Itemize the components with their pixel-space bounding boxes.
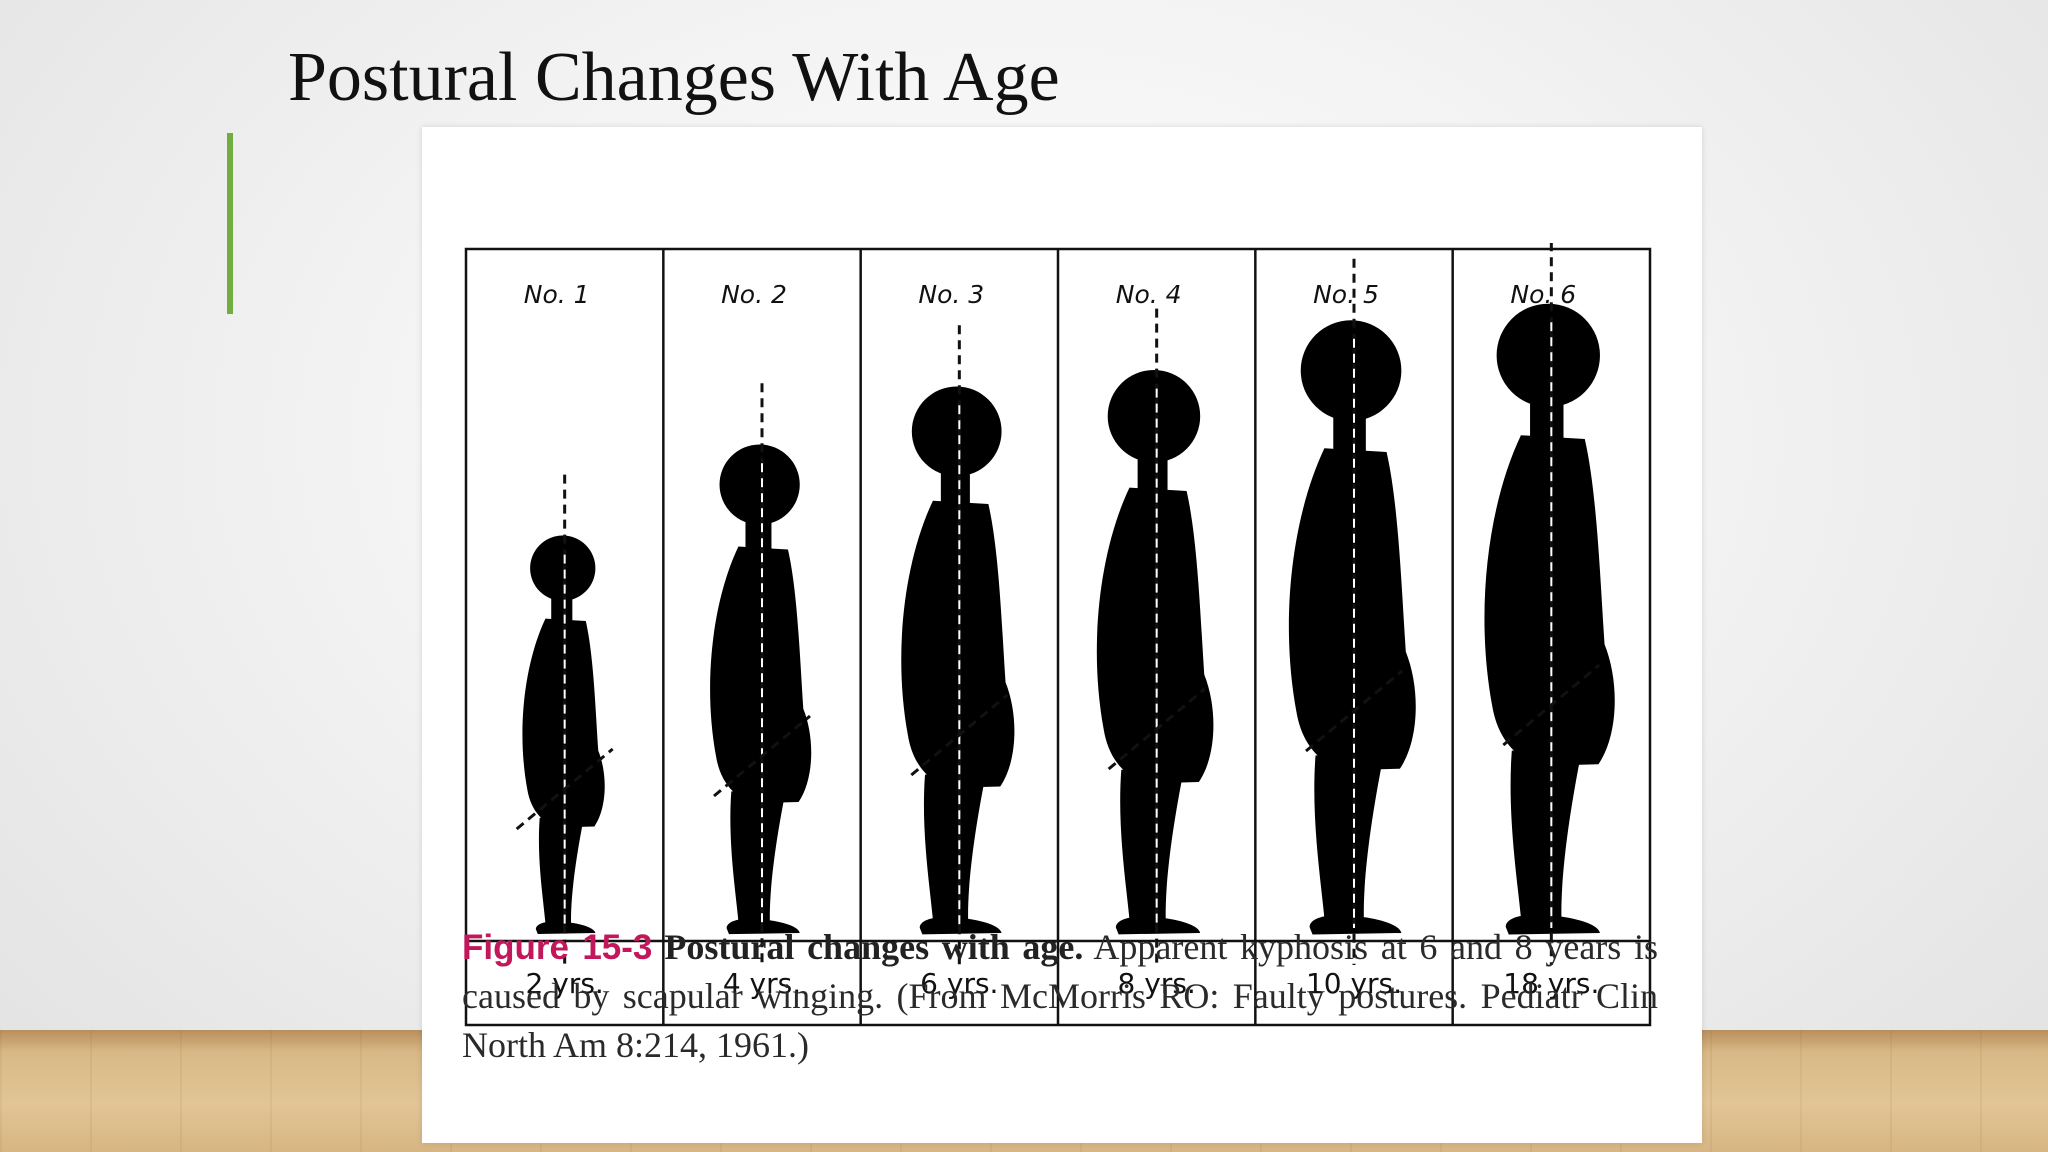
posture-figure: No. 1 2 yrs. No. 2 4 yrs. No. 3 6 yrs. No. 4 8 … (464, 243, 1652, 1027)
panel-age-label: 10 yrs. (1306, 967, 1402, 1000)
figure-number: Figure 15-3 (462, 928, 653, 967)
panel-age-label: 18 yrs. (1503, 967, 1599, 1000)
panel-age-label: 8 yrs. (1118, 967, 1196, 1000)
panel-number-label: No. 4 (1116, 280, 1182, 309)
pelvic-tilt-line (1502, 663, 1601, 747)
pelvic-tilt-line (910, 693, 1009, 777)
panel-number-label: No. 2 (721, 280, 787, 309)
panel-age-label: 2 yrs. (526, 967, 604, 1000)
panel-age-label: 4 yrs. (723, 967, 801, 1000)
child-silhouette (1484, 303, 1615, 935)
figure-image: No. 1 2 yrs. No. 2 4 yrs. No. 3 6 yrs. No. 4 8 … (422, 127, 1702, 1143)
pelvic-tilt-line (1305, 669, 1403, 753)
child-silhouette (901, 386, 1015, 935)
title-accent-bar (227, 133, 233, 314)
pelvic-tilt-line (1107, 687, 1206, 771)
pelvic-tilt-line (515, 747, 614, 831)
figure-caption: Figure 15-3 Postural changes with age. App… (462, 923, 1658, 1070)
panel-age-label: 6 yrs. (920, 967, 998, 1000)
figure-caption-text: Apparent kyphosis at 6 and 8 years is ca… (462, 927, 1658, 1065)
panel-number-label: No. 3 (918, 280, 984, 309)
figure-caption-title: Postural changes with age. (664, 927, 1084, 967)
slide-title: Postural Changes With Age (288, 39, 1060, 116)
panel-number-label: No. 1 (524, 280, 590, 309)
child-silhouette (1096, 369, 1214, 935)
pelvic-tilt-line (713, 714, 811, 798)
panel-number-label: No. 5 (1313, 280, 1379, 309)
child-silhouette (1288, 320, 1416, 935)
